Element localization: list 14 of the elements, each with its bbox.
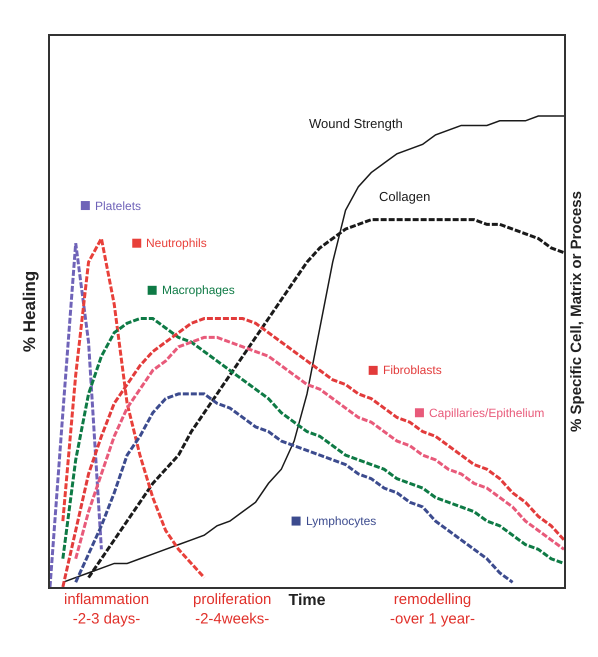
text: inflammation -2-3 days- xyxy=(64,591,150,628)
legend-label: Neutrophils xyxy=(146,236,207,250)
series-label: Wound Strength xyxy=(309,116,403,131)
x-axis-title: Time xyxy=(288,592,326,610)
y-axis-title: % Healing xyxy=(20,270,40,352)
legend-label: Fibroblasts xyxy=(383,363,442,377)
legend-label: Platelets xyxy=(95,199,142,213)
text: proliferation -2-4weeks- xyxy=(193,591,272,628)
legend-label: Capillaries/Epithelium xyxy=(429,406,544,420)
legend-label: Lymphocytes xyxy=(306,514,376,528)
text: remodelling -over 1 year- xyxy=(390,591,476,628)
legend-label: Macrophages xyxy=(162,283,235,297)
series-label: Collagen xyxy=(379,189,430,204)
y2-axis-title: % Specific Cell, Matrix or Process xyxy=(568,191,585,432)
